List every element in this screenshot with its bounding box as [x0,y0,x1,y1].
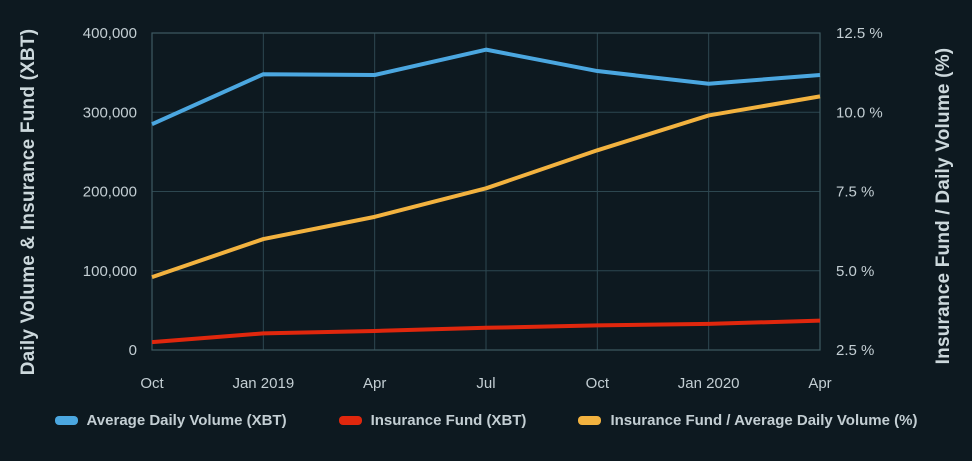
legend-swatch-insurance-fund [338,416,362,425]
legend-swatch-insurance-fund-ratio [578,416,602,425]
left-axis-tick-label: 100,000 [83,263,137,280]
x-axis-tick-label: Jul [476,375,495,392]
legend-item-average-daily-volume[interactable]: Average Daily Volume (XBT) [54,412,287,429]
x-axis-tick-label: Apr [808,375,831,392]
left-axis-tick-label: 400,000 [83,25,137,42]
series-line-insurance-fund-xbt [151,318,821,345]
right-axis-tick-label: 7.5 % [836,184,874,201]
legend-swatch-average-daily-volume [54,416,78,425]
legend-label-insurance-fund: Insurance Fund (XBT) [370,412,527,429]
left-axis-tick-label: 300,000 [83,104,137,121]
right-axis-tick-label: 2.5 % [836,342,874,359]
x-axis-tick-label: Jan 2020 [678,375,740,392]
legend-label-insurance-fund-ratio: Insurance Fund / Average Daily Volume (%… [610,412,918,429]
x-axis-tick-label: Oct [586,375,610,392]
left-axis-tick-label: 0 [129,342,137,359]
right-axis-tick-label: 5.0 % [836,263,874,280]
legend-item-insurance-fund-ratio[interactable]: Insurance Fund / Average Daily Volume (%… [578,412,917,429]
legend-item-insurance-fund[interactable]: Insurance Fund (XBT) [338,412,527,429]
plot-frame [151,32,821,351]
chart-legend: Average Daily Volume (XBT) Insurance Fun… [0,412,972,429]
x-axis-tick-label: Jan 2019 [232,375,294,392]
series-line-insurance-fund-average-daily-volume [151,94,821,279]
right-axis-tick-label: 10.0 % [836,104,883,121]
legend-label-average-daily-volume: Average Daily Volume (XBT) [86,412,287,429]
series-line-average-daily-volume-xbt [151,47,821,126]
x-axis-tick-label: Oct [140,375,164,392]
right-axis-tick-label: 12.5 % [836,25,883,42]
left-axis-tick-label: 200,000 [83,184,137,201]
x-axis-tick-label: Apr [363,375,386,392]
